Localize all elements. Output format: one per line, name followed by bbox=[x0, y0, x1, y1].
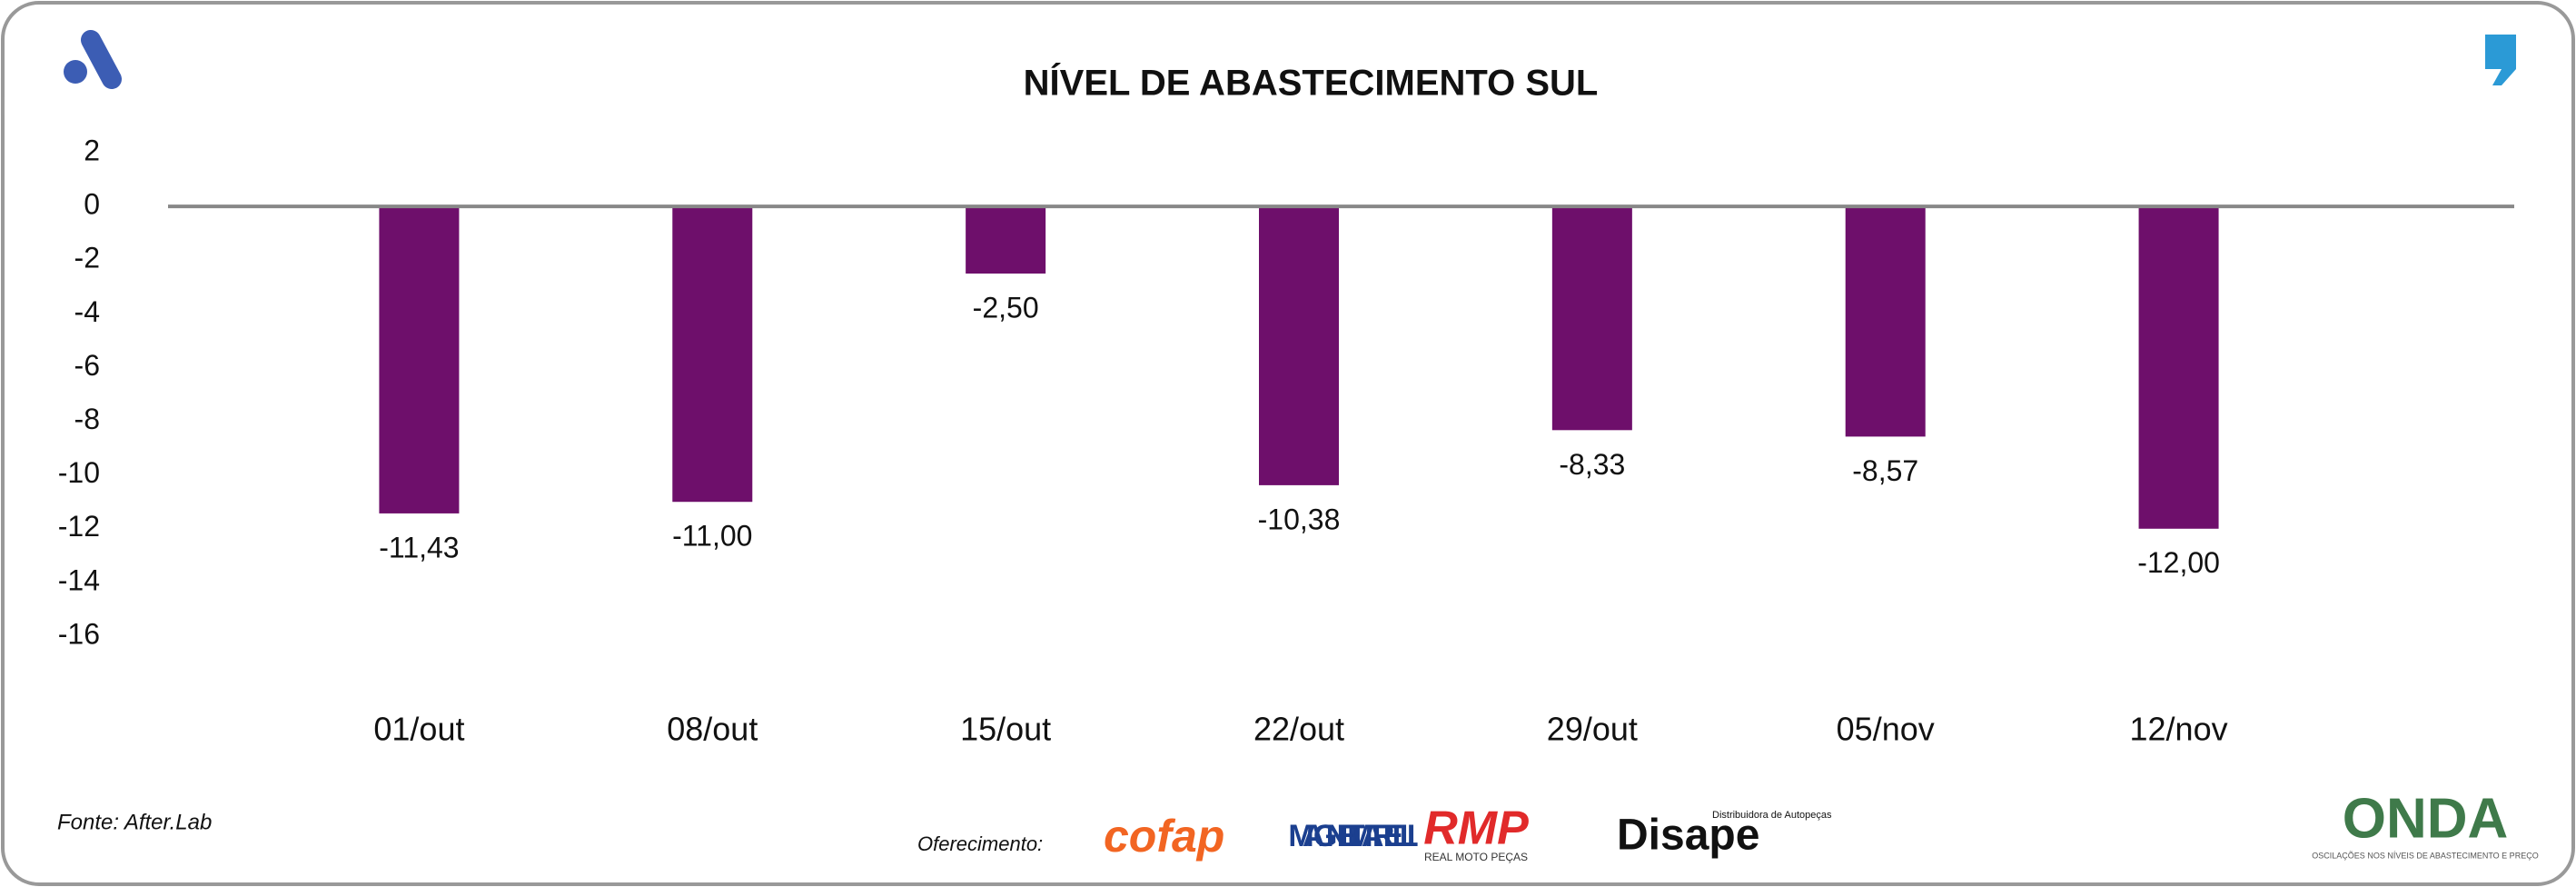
bar bbox=[1259, 206, 1339, 485]
x-tick-label: 08/out bbox=[667, 711, 758, 748]
value-label: -8,33 bbox=[1559, 448, 1625, 481]
value-label: -11,43 bbox=[379, 531, 459, 563]
y-tick-label: -12 bbox=[58, 510, 100, 543]
sponsor-logo: cofap bbox=[1104, 811, 1224, 862]
x-tick-label: 15/out bbox=[960, 711, 1051, 748]
y-tick-label: -10 bbox=[58, 456, 100, 489]
x-tick-label: 29/out bbox=[1547, 711, 1638, 748]
sponsor-label: Oferecimento: bbox=[917, 832, 1043, 855]
bar bbox=[1551, 206, 1632, 431]
sponsor-logo: RMP bbox=[1423, 802, 1529, 855]
chart-title: NÍVEL DE ABASTECIMENTO SUL bbox=[1024, 63, 1599, 104]
value-label: -8,57 bbox=[1852, 454, 1918, 487]
y-tick-label: -2 bbox=[74, 242, 100, 274]
bar bbox=[379, 206, 460, 513]
x-tick-label: 22/out bbox=[1253, 711, 1344, 748]
source: Fonte: After.Lab bbox=[57, 810, 212, 834]
logo-right bbox=[2485, 35, 2516, 85]
y-tick-label: -6 bbox=[74, 349, 100, 382]
y-tick-label: -14 bbox=[58, 563, 100, 596]
bar bbox=[1845, 206, 1926, 437]
sponsor-logo-tagline: Distribuidora de Autopeças bbox=[1712, 810, 1832, 821]
bar bbox=[966, 206, 1046, 274]
value-label: -10,38 bbox=[1258, 503, 1341, 535]
logo-left bbox=[64, 30, 122, 89]
value-label: -2,50 bbox=[973, 291, 1039, 324]
y-tick-label: 2 bbox=[84, 134, 100, 166]
x-tick-label: 05/nov bbox=[1837, 711, 1935, 748]
sponsor-logo: MAGNETI MARELLI bbox=[1288, 819, 1418, 853]
brand-logo: ONDA bbox=[2343, 787, 2509, 850]
value-label: -11,00 bbox=[672, 520, 752, 553]
sponsor-logo: Disape bbox=[1617, 812, 1759, 860]
x-tick-label: 01/out bbox=[373, 711, 464, 748]
sponsor-logo-tagline: REAL MOTO PEÇAS bbox=[1424, 851, 1528, 863]
value-label: -12,00 bbox=[2137, 546, 2220, 579]
y-tick-label: -8 bbox=[74, 403, 100, 435]
y-tick-label: -16 bbox=[58, 617, 100, 650]
x-tick-label: 12/nov bbox=[2130, 711, 2228, 748]
brand-tagline: OSCILAÇÕES NOS NÍVEIS DE ABASTECIMENTO E… bbox=[2312, 851, 2538, 860]
y-tick-label: 0 bbox=[84, 188, 100, 221]
bar bbox=[2138, 206, 2219, 529]
y-tick-label: -4 bbox=[74, 295, 100, 328]
bar bbox=[672, 206, 753, 503]
